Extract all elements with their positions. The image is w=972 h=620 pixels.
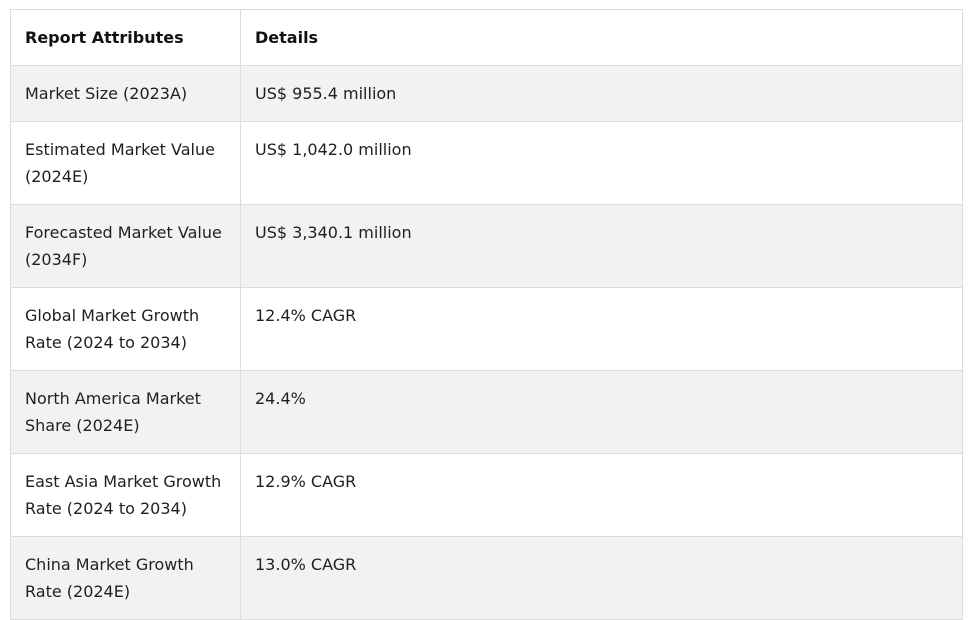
table-row: Global Market Growth Rate (2024 to 2034)… xyxy=(10,287,963,371)
table-row: Market Size (2023A) US$ 955.4 million xyxy=(10,65,963,122)
detail-cell: US$ 1,042.0 million xyxy=(240,121,963,205)
table-row: East Asia Market Growth Rate (2024 to 20… xyxy=(10,453,963,537)
table-header-row: Report Attributes Details xyxy=(10,9,963,66)
attribute-cell: Forecasted Market Value (2034F) xyxy=(10,204,241,288)
table-row: Estimated Market Value (2024E) US$ 1,042… xyxy=(10,121,963,205)
column-header-details: Details xyxy=(240,9,963,66)
table-row: Forecasted Market Value (2034F) US$ 3,34… xyxy=(10,204,963,288)
column-header-attributes: Report Attributes xyxy=(10,9,241,66)
attribute-cell: East Asia Market Growth Rate (2024 to 20… xyxy=(10,453,241,537)
detail-cell: 24.4% xyxy=(240,370,963,454)
attribute-cell: China Market Growth Rate (2024E) xyxy=(10,536,241,620)
detail-cell: 12.9% CAGR xyxy=(240,453,963,537)
detail-cell: 13.0% CAGR xyxy=(240,536,963,620)
attribute-cell: Market Size (2023A) xyxy=(10,65,241,122)
detail-cell: US$ 3,340.1 million xyxy=(240,204,963,288)
attribute-cell: Estimated Market Value (2024E) xyxy=(10,121,241,205)
table-row: North America Market Share (2024E) 24.4% xyxy=(10,370,963,454)
attribute-cell: Global Market Growth Rate (2024 to 2034) xyxy=(10,287,241,371)
report-attributes-table: Report Attributes Details Market Size (2… xyxy=(10,9,963,620)
detail-cell: US$ 955.4 million xyxy=(240,65,963,122)
attribute-cell: North America Market Share (2024E) xyxy=(10,370,241,454)
detail-cell: 12.4% CAGR xyxy=(240,287,963,371)
table-row: China Market Growth Rate (2024E) 13.0% C… xyxy=(10,536,963,620)
